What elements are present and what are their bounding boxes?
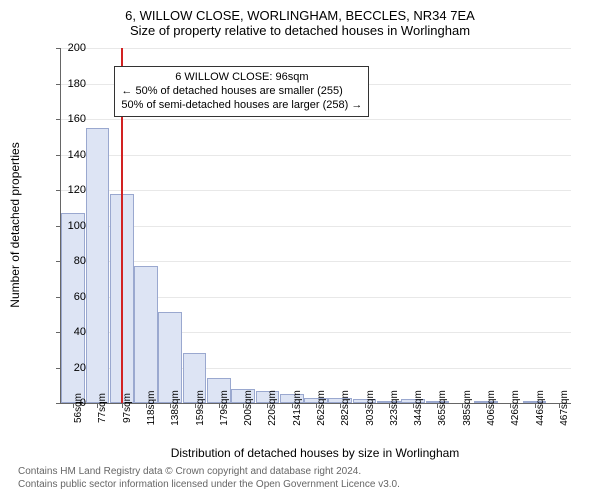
xtick-label: 282sqm [340, 390, 351, 426]
xtick-label: 159sqm [195, 390, 206, 426]
xtick-label: 323sqm [389, 390, 400, 426]
footer-line2: Contains public sector information licen… [18, 479, 400, 492]
ytick-label: 200 [56, 42, 86, 54]
bar [86, 128, 110, 403]
ytick-label: 20 [56, 362, 86, 374]
xtick-label: 97sqm [122, 393, 133, 423]
xtick-label: 77sqm [97, 393, 108, 423]
xtick-label: 200sqm [243, 390, 254, 426]
annotation-line: 50% of semi-detached houses are larger (… [121, 98, 362, 112]
bar [134, 266, 158, 403]
ytick-label: 120 [56, 184, 86, 196]
xtick-label: 446sqm [535, 390, 546, 426]
xtick-label: 467sqm [559, 390, 570, 426]
chart-title-line2: Size of property relative to detached ho… [0, 23, 600, 38]
ytick-label: 80 [56, 255, 86, 267]
bar [61, 213, 85, 403]
footer-attribution: Contains HM Land Registry data © Crown c… [18, 466, 400, 491]
histogram-chart: 6, WILLOW CLOSE, WORLINGHAM, BECCLES, NR… [0, 0, 600, 460]
footer-line1: Contains HM Land Registry data © Crown c… [18, 466, 400, 479]
gridline [61, 226, 571, 227]
annotation-line: 6 WILLOW CLOSE: 96sqm [121, 70, 362, 84]
ytick-label: 60 [56, 291, 86, 303]
gridline [61, 119, 571, 120]
gridline [61, 261, 571, 262]
xtick-label: 241sqm [292, 390, 303, 426]
y-axis-label: Number of detached properties [8, 142, 22, 307]
xtick-label: 262sqm [316, 390, 327, 426]
xtick-label: 179sqm [219, 390, 230, 426]
xtick-label: 365sqm [437, 390, 448, 426]
ytick-label: 140 [56, 149, 86, 161]
xtick-label: 138sqm [170, 390, 181, 426]
plot-area: 56sqm77sqm97sqm118sqm138sqm159sqm179sqm2… [60, 48, 571, 404]
xtick-label: 426sqm [510, 390, 521, 426]
annotation-box: 6 WILLOW CLOSE: 96sqm← 50% of detached h… [114, 66, 369, 117]
ytick-label: 100 [56, 220, 86, 232]
annotation-line: ← 50% of detached houses are smaller (25… [121, 84, 362, 98]
gridline [61, 190, 571, 191]
chart-title-line1: 6, WILLOW CLOSE, WORLINGHAM, BECCLES, NR… [0, 0, 600, 23]
xtick-label: 385sqm [462, 390, 473, 426]
ytick-label: 160 [56, 113, 86, 125]
xtick-label: 406sqm [486, 390, 497, 426]
xtick-label: 344sqm [413, 390, 424, 426]
x-axis-label: Distribution of detached houses by size … [60, 446, 570, 460]
gridline [61, 155, 571, 156]
xtick-label: 220sqm [267, 390, 278, 426]
ytick-label: 0 [56, 397, 86, 409]
ytick-label: 40 [56, 326, 86, 338]
ytick-label: 180 [56, 78, 86, 90]
xtick-label: 303sqm [365, 390, 376, 426]
xtick-label: 118sqm [146, 391, 157, 426]
gridline [61, 48, 571, 49]
